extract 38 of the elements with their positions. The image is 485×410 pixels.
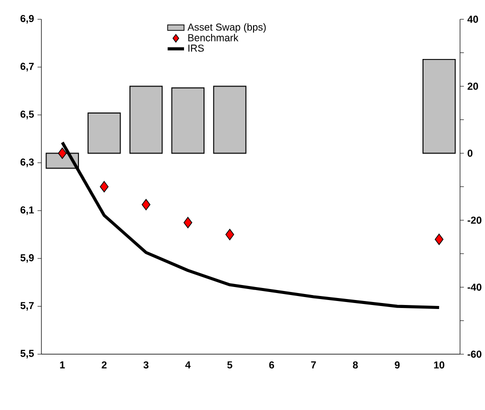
bar bbox=[129, 86, 163, 154]
y-tick-label: 5,7 bbox=[20, 302, 34, 311]
y2-tick-label: 20 bbox=[468, 82, 478, 90]
point bbox=[100, 181, 109, 192]
legend-label: Benchmark bbox=[188, 34, 238, 42]
legend-label: IRS bbox=[188, 44, 204, 52]
legend-label: Asset Swap (bps) bbox=[188, 23, 266, 33]
y-tick-label: 6,1 bbox=[20, 206, 34, 215]
y2-tick-label: 40 bbox=[467, 16, 478, 23]
x-tick-label: 9 bbox=[394, 361, 400, 369]
y2-tick-label: -60 bbox=[468, 350, 482, 358]
y-tick-label: 6,5 bbox=[20, 110, 34, 120]
y2-tick-label: -20 bbox=[468, 216, 482, 224]
point bbox=[58, 148, 67, 159]
y-tick-label: 6,9 bbox=[20, 14, 34, 24]
x-tick-label: 8 bbox=[352, 361, 358, 369]
point bbox=[184, 216, 192, 228]
x-tick-label: 5 bbox=[227, 361, 232, 368]
x-tick-label: 4 bbox=[185, 361, 191, 368]
bar bbox=[88, 112, 121, 154]
point bbox=[142, 198, 150, 210]
y-tick-label: 5,5 bbox=[20, 350, 34, 358]
x-tick-label: 3 bbox=[143, 361, 148, 369]
x-tick-label: 6 bbox=[269, 361, 274, 369]
x-tick-label: 10 bbox=[434, 361, 444, 369]
y-tick-label: 5,9 bbox=[20, 254, 34, 263]
bar bbox=[422, 58, 456, 154]
y2-tick-label: -40 bbox=[468, 284, 482, 291]
x-tick-label: 2 bbox=[102, 361, 107, 368]
x-tick-label: 1 bbox=[60, 361, 65, 368]
bar bbox=[213, 86, 246, 154]
y-tick-label: 6,7 bbox=[20, 62, 34, 72]
x-tick-label: 7 bbox=[311, 361, 316, 368]
point bbox=[225, 228, 234, 240]
bar bbox=[171, 87, 205, 154]
point bbox=[434, 234, 444, 245]
y-tick-label: 6,3 bbox=[20, 158, 34, 168]
y2-tick-label: 0 bbox=[468, 150, 472, 157]
